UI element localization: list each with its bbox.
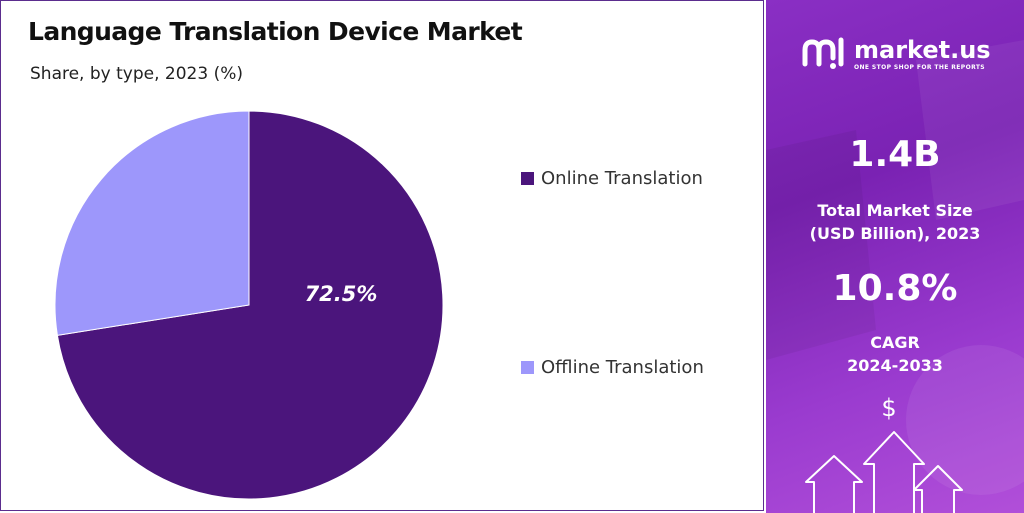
chart-title: Language Translation Device Market — [28, 17, 523, 46]
pie-data-label-online-translation: 72.5% — [305, 282, 378, 306]
legend-swatch-online — [521, 172, 534, 185]
market-size-value: 1.4B — [849, 134, 941, 175]
cagr-value: 10.8% — [832, 268, 958, 309]
growth-arrows — [805, 431, 963, 513]
up-arrow-icon — [805, 455, 863, 513]
pie-slice-online-translation — [56, 110, 444, 500]
market-size-label-line-1: Total Market Size — [817, 201, 973, 220]
chart-subtitle: Share, by type, 2023 (%) — [30, 64, 243, 84]
pie-slice-offline-translation — [54, 110, 250, 336]
chart-panel: Language Translation Device Market Share… — [0, 0, 764, 511]
legend-label-online: Online Translation — [541, 168, 703, 189]
stats-sidebar: market.us ONE STOP SHOP FOR THE REPORTS … — [766, 0, 1024, 513]
up-arrow-icon — [863, 431, 925, 513]
cagr-label-line-1: CAGR — [870, 333, 920, 352]
brand-tagline: ONE STOP SHOP FOR THE REPORTS — [854, 64, 986, 71]
legend-label-offline: Offline Translation — [541, 357, 704, 378]
up-arrow-icon — [913, 465, 963, 513]
pie-chart: 72.5% — [54, 110, 444, 500]
cagr-label-line-2: 2024-2033 — [847, 356, 943, 375]
legend-item-offline: Offline Translation — [521, 357, 704, 378]
dollar-icon: $ — [881, 394, 897, 422]
brand: market.us ONE STOP SHOP FOR THE REPORTS — [800, 34, 991, 74]
sidebar-background-decoration — [766, 40, 1024, 495]
market-size-label-line-2: (USD Billion), 2023 — [809, 224, 981, 243]
market-us-logo-icon — [802, 37, 844, 69]
brand-name: market.us — [854, 36, 991, 64]
legend-swatch-offline — [521, 361, 534, 374]
legend-item-online: Online Translation — [521, 168, 703, 189]
